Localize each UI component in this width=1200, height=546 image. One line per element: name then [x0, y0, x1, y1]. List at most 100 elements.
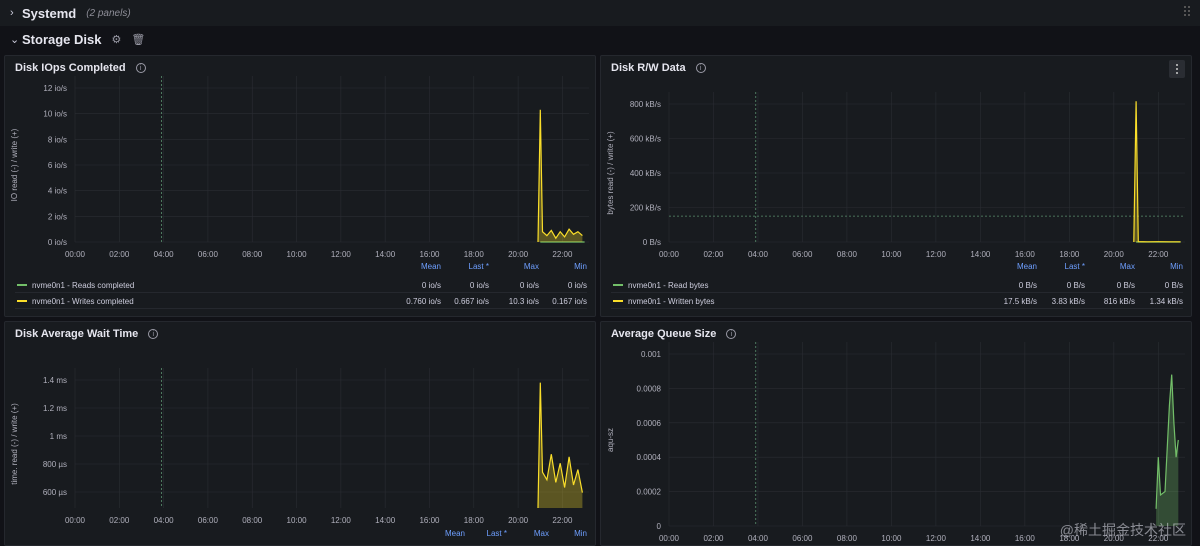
x-tick-label: 04:00	[748, 250, 769, 259]
panel-disk-wait[interactable]: Disk Average Wait Time i time. read (-) …	[4, 321, 596, 546]
legend-item[interactable]: nvme0n1 - Reads completed	[17, 278, 134, 292]
legend-value: 0.667 io/s	[454, 297, 489, 306]
x-tick-label: 00:00	[65, 516, 86, 525]
info-icon[interactable]: i	[135, 63, 146, 73]
legend-header[interactable]: Mean	[420, 262, 441, 271]
chart-disk-rw: bytes read (-) / write (+) 800 kB/s 600 kB…	[606, 92, 1185, 259]
chevron-down-icon[interactable]: ⌄	[10, 33, 20, 46]
legend-header[interactable]: Last *	[1064, 262, 1085, 271]
y-tick-label: 800 µs	[43, 460, 67, 469]
x-tick-label: 10:00	[881, 250, 902, 259]
x-tick-label: 14:00	[970, 250, 991, 259]
legend-header[interactable]: Max	[1119, 262, 1135, 271]
panel-disk-iops[interactable]: Disk IOps Completed i IO read (-) / writ…	[4, 55, 596, 317]
chevron-right-icon[interactable]: ›	[10, 7, 14, 19]
x-tick-label: 02:00	[703, 534, 724, 543]
gear-icon[interactable]: ⚙	[111, 33, 122, 46]
y-tick-label: 200 kB/s	[630, 204, 661, 213]
panel-menu-icon[interactable]	[1169, 60, 1185, 78]
legend-value: 0 io/s	[567, 281, 587, 290]
series-area	[538, 109, 583, 242]
legend-header: Last *	[487, 529, 507, 538]
panel-title[interactable]: Average Queue Size i	[611, 328, 737, 340]
x-tick-label: 12:00	[926, 250, 947, 259]
legend-header[interactable]: Min	[574, 262, 587, 271]
row-title-systemd[interactable]: Systemd	[22, 5, 77, 21]
legend-value: 0 B/s	[1116, 281, 1135, 290]
legend-header: Min	[574, 529, 587, 538]
panel-title-text: Average Queue Size	[611, 328, 717, 340]
row-storage-disk[interactable]: ⌄ Storage Disk ⚙ 🗑	[0, 26, 1200, 52]
drag-handle-icon[interactable]	[1184, 6, 1192, 20]
x-tick-label: 20:00	[508, 250, 529, 259]
x-tick-label: 16:00	[1015, 534, 1036, 543]
y-tick-label: 2 io/s	[48, 212, 67, 221]
legend-value: 0 B/s	[1066, 281, 1085, 290]
legend-value: 0.167 io/s	[552, 297, 587, 306]
x-tick-label: 04:00	[154, 250, 175, 259]
x-tick-label: 04:00	[748, 534, 769, 543]
legend-value: 0 io/s	[519, 281, 539, 290]
y-tick-label: 0	[657, 522, 662, 531]
legend-value: 0 io/s	[421, 281, 441, 290]
chart-disk-wait: time. read (-) / write (+) 1.4 ms 1.2 ms 1 …	[10, 368, 589, 538]
y-tick-label: 0.001	[641, 350, 662, 359]
x-tick-label: 18:00	[464, 516, 485, 525]
legend-value: 17.5 kB/s	[1003, 297, 1037, 306]
trash-icon[interactable]: 🗑	[131, 33, 146, 46]
panel-disk-rw[interactable]: Disk R/W Data i bytes read (-) / write (…	[600, 55, 1192, 317]
legend-item[interactable]: nvme0n1 - Written bytes	[613, 294, 715, 308]
legend-header[interactable]: Last *	[468, 262, 489, 271]
x-tick-label: 22:00	[1148, 534, 1169, 543]
legend-swatch	[17, 300, 27, 302]
x-tick-label: 20:00	[508, 516, 529, 525]
info-icon[interactable]: i	[695, 63, 706, 73]
legend-value: 0 B/s	[1018, 281, 1037, 290]
legend-item[interactable]: nvme0n1 - Read bytes	[613, 278, 709, 292]
legend-series-name: nvme0n1 - Writes completed	[32, 296, 134, 306]
x-tick-label: 00:00	[659, 534, 680, 543]
x-tick-label: 18:00	[1059, 534, 1080, 543]
x-tick-label: 06:00	[198, 516, 219, 525]
panel-avg-queue[interactable]: Average Queue Size i aqu-sz 0.001 0.0008 0.…	[600, 321, 1192, 546]
y-axis-label: aqu-sz	[606, 428, 615, 452]
x-tick-label: 08:00	[837, 534, 858, 543]
y-tick-label: 1.4 ms	[43, 376, 67, 385]
x-tick-label: 06:00	[792, 250, 813, 259]
x-tick-label: 22:00	[552, 516, 573, 525]
series-line	[1133, 101, 1181, 243]
legend-header[interactable]: Min	[1170, 262, 1183, 271]
x-tick-label: 08:00	[837, 250, 858, 259]
x-tick-label: 16:00	[419, 250, 440, 259]
legend-header[interactable]: Mean	[1016, 262, 1037, 271]
legend-header[interactable]: Max	[523, 262, 539, 271]
x-tick-label: 02:00	[109, 516, 130, 525]
x-tick-label: 02:00	[109, 250, 130, 259]
y-tick-label: 600 µs	[43, 488, 67, 497]
x-tick-label: 02:00	[703, 250, 724, 259]
y-axis-label: time. read (-) / write (+)	[10, 403, 19, 485]
x-tick-label: 18:00	[464, 250, 485, 259]
legend-item[interactable]: nvme0n1 - Writes completed	[17, 294, 134, 308]
y-tick-label: 8 io/s	[48, 135, 67, 144]
panel-title[interactable]: Disk R/W Data i	[611, 62, 706, 74]
chart-disk-iops: IO read (-) / write (+) 12 io/s 10 io/s 8 i…	[10, 76, 589, 259]
x-tick-label: 20:00	[1104, 250, 1125, 259]
series-line	[537, 382, 583, 509]
series-area	[538, 382, 583, 508]
info-icon[interactable]: i	[148, 329, 159, 339]
x-tick-label: 16:00	[419, 516, 440, 525]
y-tick-label: 1.2 ms	[43, 404, 67, 413]
x-tick-label: 00:00	[65, 250, 86, 259]
panel-title-text: Disk Average Wait Time	[15, 328, 139, 340]
legend-series-name: nvme0n1 - Written bytes	[628, 296, 715, 306]
panel-title[interactable]: Disk IOps Completed i	[15, 62, 146, 74]
x-tick-label: 06:00	[792, 534, 813, 543]
row-systemd[interactable]: › Systemd (2 panels)	[0, 0, 1200, 26]
legend-divider	[15, 308, 587, 309]
x-tick-label: 22:00	[552, 250, 573, 259]
panel-title[interactable]: Disk Average Wait Time i	[15, 328, 159, 340]
info-icon[interactable]: i	[726, 329, 737, 339]
x-tick-label: 14:00	[375, 516, 396, 525]
row-title-storage-disk[interactable]: Storage Disk	[22, 31, 102, 47]
